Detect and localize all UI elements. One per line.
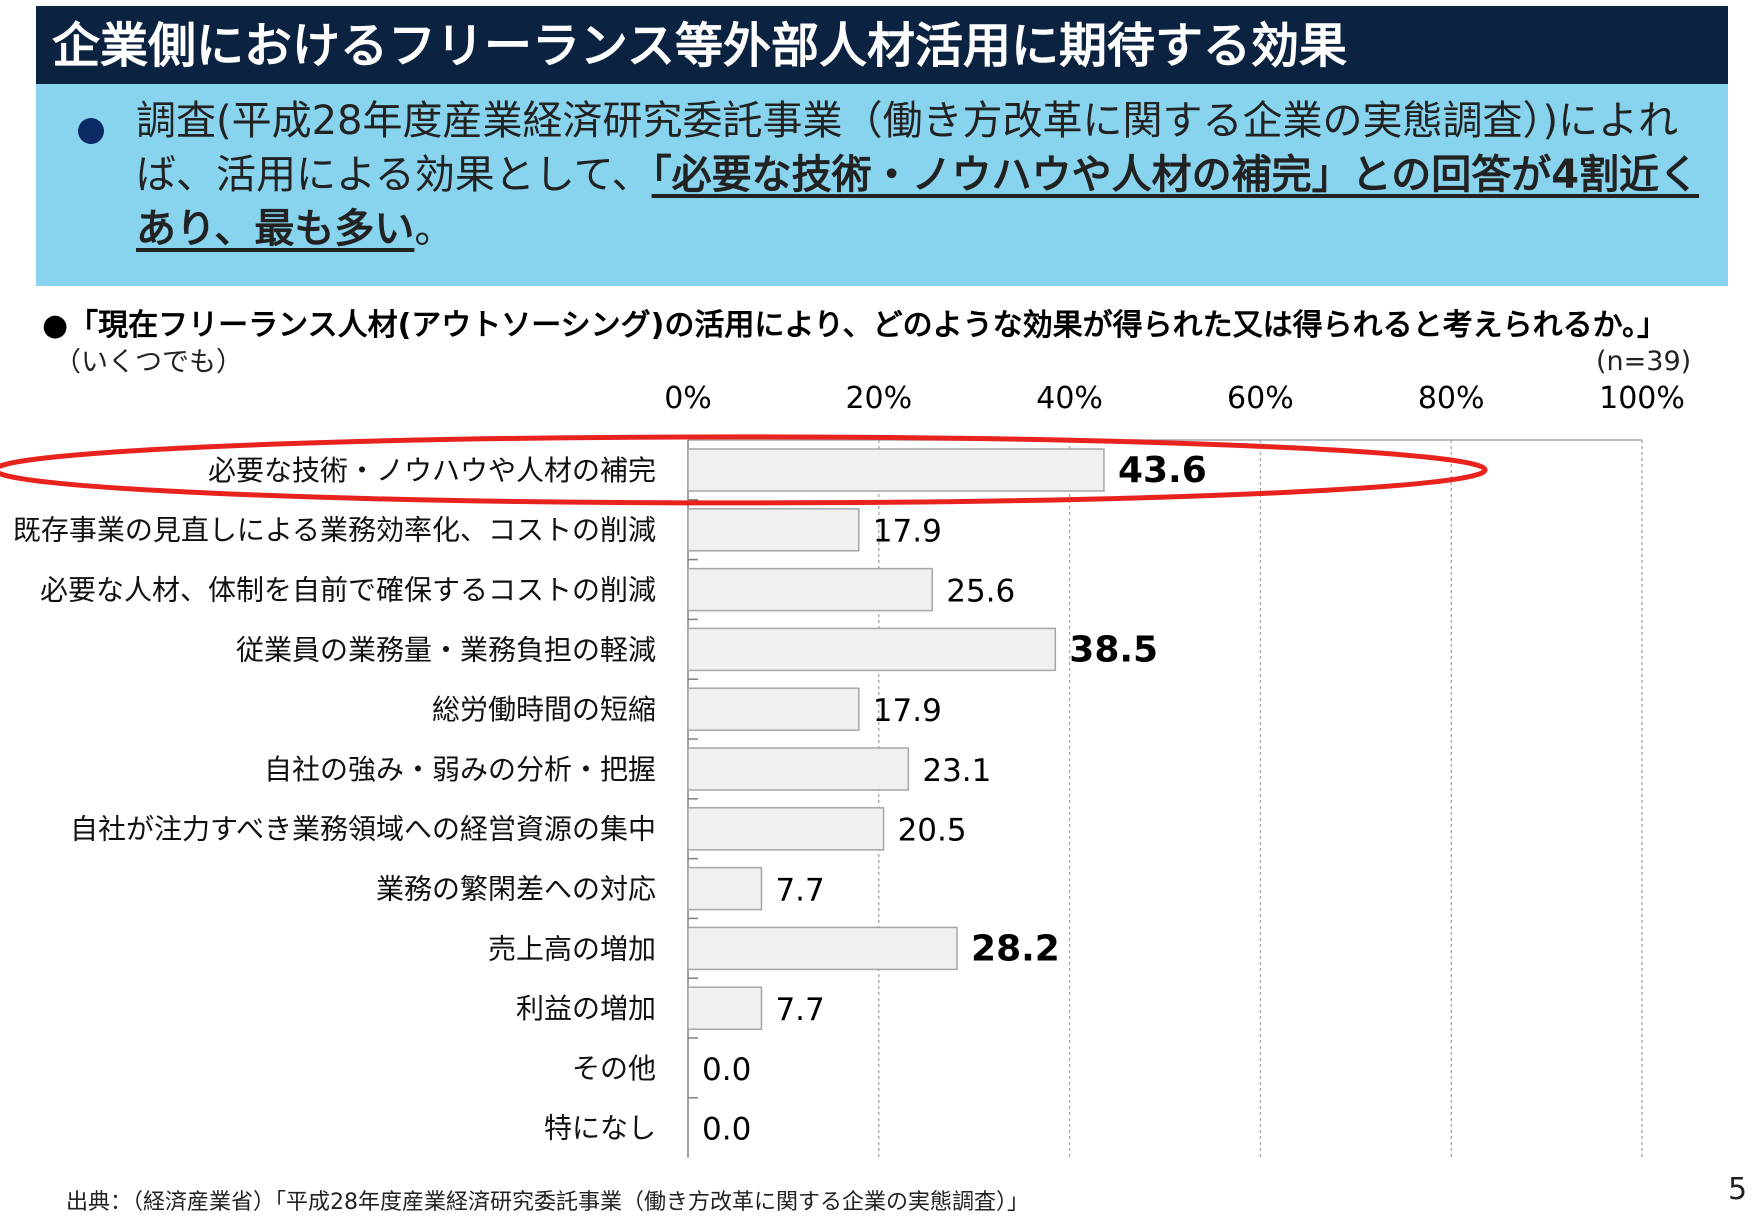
bar xyxy=(687,567,933,612)
x-tick-label: 80% xyxy=(1418,381,1485,416)
category-label: 自社が注力すべき業務領域への経営資源の集中 xyxy=(70,813,656,846)
x-tick-label: 100% xyxy=(1599,381,1685,416)
data-label: 25.6 xyxy=(946,574,1015,610)
x-tick-label: 40% xyxy=(1036,381,1103,416)
bullet-icon xyxy=(78,118,104,144)
bar xyxy=(687,448,1105,492)
survey-question: ●「現在フリーランス人材(アウトソーシング)の活用により、どのような効果が得られ… xyxy=(42,308,1667,343)
data-label: 7.7 xyxy=(775,873,824,909)
category-label: 自社の強み・弱みの分析・把握 xyxy=(264,753,656,786)
data-label: 0.0 xyxy=(702,1052,751,1088)
summary-text: 調査(平成28年度産業経済研究委託事業（働き方改革に関する企業の実態調査）)によ… xyxy=(136,94,1716,256)
category-label: 業務の繁閑差への対応 xyxy=(376,873,656,906)
category-label: 利益の増加 xyxy=(516,992,656,1025)
category-label: その他 xyxy=(572,1052,656,1085)
multiple-answer-note: （いくつでも） xyxy=(54,347,243,378)
bar xyxy=(687,627,1057,672)
sample-size-note: (n=39) xyxy=(1596,346,1692,377)
bar xyxy=(687,926,958,971)
category-label: 必要な技術・ノウハウや人材の補完 xyxy=(208,454,656,487)
data-label: 43.6 xyxy=(1118,450,1207,491)
bar xyxy=(687,986,763,1030)
bar xyxy=(687,687,860,731)
source-citation: 出典：（経済産業省）「平成28年度産業経済研究委託事業（働き方改革に関する企業の… xyxy=(66,1190,1029,1215)
data-label: 23.1 xyxy=(922,753,991,789)
x-tick-label: 20% xyxy=(845,381,912,416)
summary-highlight: 「必要な技術・ノウハウや人材の補完」との回答が4割近くあり、最も多い xyxy=(136,152,1700,252)
category-label: 従業員の業務量・業務負担の軽減 xyxy=(236,633,656,666)
summary-text-main: 調査(平成28年度産業経済研究委託事業（働き方改革に関する企業の実態調査）)によ… xyxy=(136,98,1679,198)
data-label: 17.9 xyxy=(873,514,942,550)
data-label: 7.7 xyxy=(775,992,824,1028)
bar-chart: 0% 20% 40% 60% 80% 100% 必要な技術・ノウハウや人材の補完 43.6 既存… xyxy=(0,381,1685,1158)
summary-box: 調査(平成28年度産業経済研究委託事業（働き方改革に関する企業の実態調査）)によ… xyxy=(36,84,1728,286)
category-label: 既存事業の見直しによる業務効率化、コストの削減 xyxy=(13,514,656,547)
data-label: 17.9 xyxy=(873,693,942,729)
bar xyxy=(687,747,910,791)
category-label: 売上高の増加 xyxy=(488,932,656,965)
category-label: 必要な人材、体制を自前で確保するコストの削減 xyxy=(40,574,656,607)
bar xyxy=(687,807,885,851)
category-label: 特になし xyxy=(544,1112,656,1145)
slide-title: 企業側におけるフリーランス等外部人材活用に期待する効果 xyxy=(36,6,1728,84)
highlight-ellipse xyxy=(0,434,1488,506)
page-number: 5 xyxy=(1728,1172,1748,1207)
data-label: 38.5 xyxy=(1069,629,1158,670)
x-tick-label: 60% xyxy=(1227,381,1294,416)
category-label: 総労働時間の短縮 xyxy=(432,693,656,726)
bar xyxy=(687,508,860,552)
data-label: 0.0 xyxy=(702,1112,751,1148)
data-label: 20.5 xyxy=(898,813,967,849)
data-label: 28.2 xyxy=(971,928,1060,969)
bar xyxy=(687,866,763,911)
summary-text-end: 。 xyxy=(414,206,455,252)
x-tick-label: 0% xyxy=(664,381,712,416)
